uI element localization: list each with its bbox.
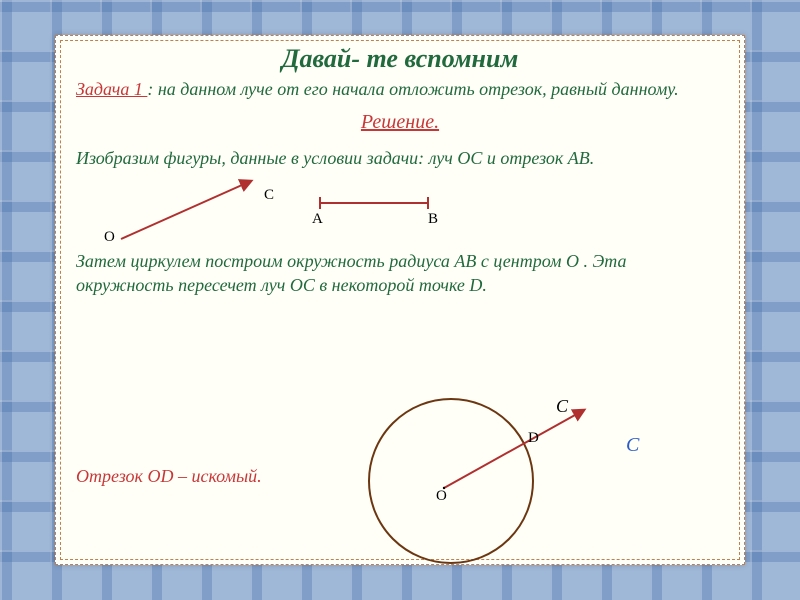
diagram-ray-segment: О С А В [76, 177, 724, 247]
diagram2-svg [336, 376, 716, 576]
label-D: D [528, 430, 539, 447]
paragraph-2: Затем циркулем построим окружность радиу… [76, 249, 724, 298]
problem-statement: Задача 1 : на данном луче от его начала … [76, 78, 724, 101]
solution-heading: Решение. [76, 111, 724, 134]
diagram-circle: О D С С [336, 376, 716, 576]
label-C-blue: С [626, 434, 639, 457]
label-A: А [312, 211, 323, 228]
result-text: Отрезок OD – искомый. [76, 466, 262, 487]
task-label: Задача 1 [76, 79, 147, 99]
slide-card: Давай- те вспомним Задача 1 : на данном … [55, 35, 745, 565]
diagram1-svg [76, 177, 766, 247]
label-B: В [428, 211, 438, 228]
label-C: С [264, 187, 274, 204]
construction-circle [369, 399, 533, 563]
slide-title: Давай- те вспомним [76, 44, 724, 74]
label-C-black: С [556, 396, 568, 417]
label-O2: О [436, 488, 447, 505]
ray-OD [444, 410, 584, 488]
label-O: О [104, 229, 115, 246]
ray-OC [121, 181, 251, 239]
problem-text: : на данном луче от его начала отложить … [147, 79, 678, 99]
paragraph-1: Изобразим фигуры, данные в условии задач… [76, 146, 724, 170]
